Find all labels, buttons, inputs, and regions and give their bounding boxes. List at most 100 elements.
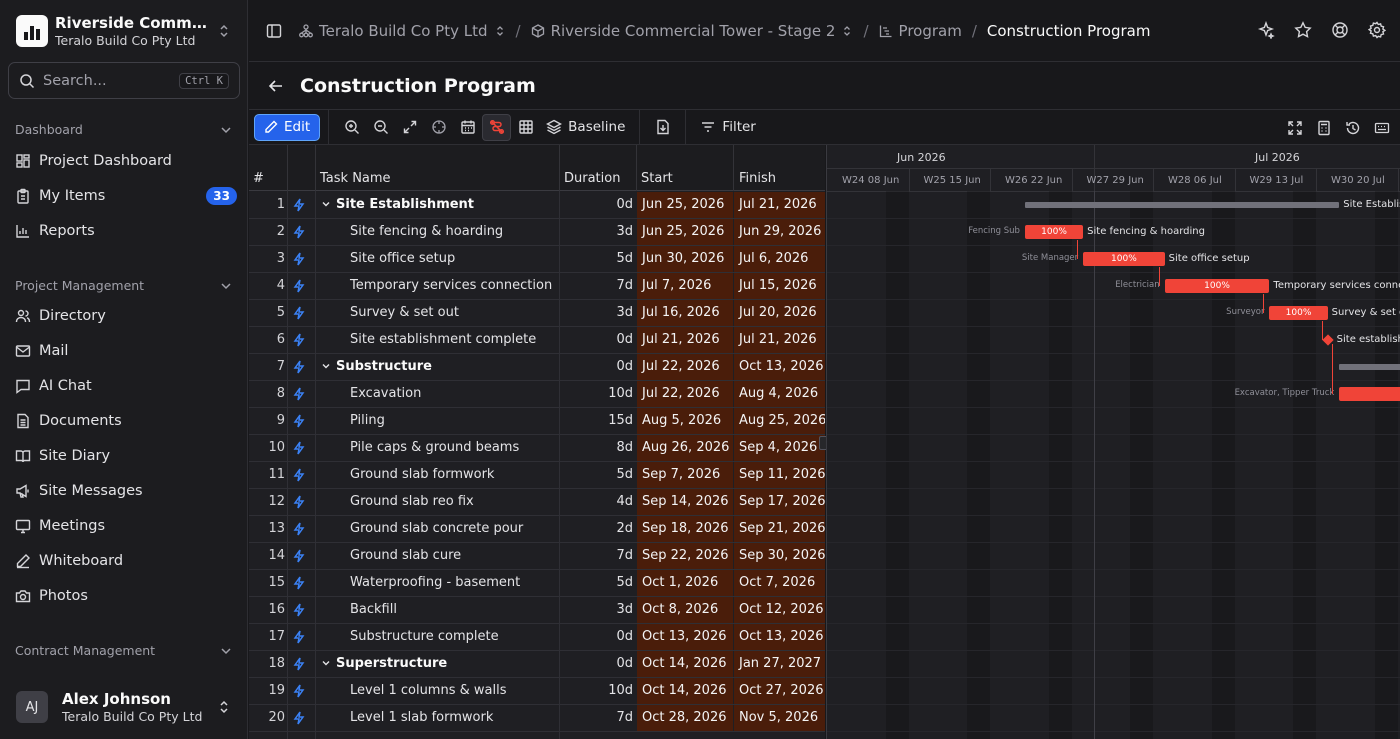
task-name-cell[interactable]: Level 1 columns & walls bbox=[350, 683, 507, 698]
sidebar-toggle-icon[interactable] bbox=[266, 23, 282, 39]
table-row[interactable]: 18 Superstructure 0d Oct 14, 2026 Jan 27, 20… bbox=[249, 651, 825, 678]
finish-date-cell[interactable]: Oct 13, 2026 bbox=[734, 354, 825, 380]
task-name-cell[interactable]: Site Establishment bbox=[321, 192, 561, 218]
finish-date-cell[interactable]: Aug 4, 2026 bbox=[734, 381, 825, 407]
auto-schedule-bolt-icon[interactable] bbox=[287, 381, 311, 407]
sidebar-item-whiteboard[interactable]: Whiteboard bbox=[15, 546, 237, 576]
table-row[interactable]: 12 Ground slab reo fix 4d Sep 14, 2026 Sep 1… bbox=[249, 489, 825, 516]
task-name-cell[interactable]: Substructure bbox=[321, 354, 561, 380]
task-name-cell[interactable]: Substructure complete bbox=[350, 629, 499, 644]
start-date-cell[interactable]: Oct 8, 2026 bbox=[637, 597, 733, 623]
sidebar-item-meetings[interactable]: Meetings bbox=[15, 511, 237, 541]
task-name-cell[interactable]: Pile caps & ground beams bbox=[350, 440, 520, 455]
sidebar-item-photos[interactable]: Photos bbox=[15, 581, 237, 611]
zoom-in-button[interactable] bbox=[337, 114, 366, 141]
table-row[interactable]: 8 Excavation 10d Jul 22, 2026 Aug 4, 2026 bbox=[249, 381, 825, 408]
start-date-cell[interactable]: Jul 16, 2026 bbox=[637, 300, 733, 326]
column-header-duration[interactable]: Duration bbox=[564, 171, 621, 186]
task-name-cell[interactable]: Ground slab reo fix bbox=[350, 494, 474, 509]
finish-date-cell[interactable]: Oct 12, 2026 bbox=[734, 597, 825, 623]
task-name-cell[interactable]: Temporary services connection bbox=[350, 278, 553, 293]
table-row[interactable]: 16 Backfill 3d Oct 8, 2026 Oct 12, 2026 bbox=[249, 597, 825, 624]
summary-bar[interactable] bbox=[1024, 202, 1340, 208]
duration-cell[interactable]: 7d bbox=[616, 710, 633, 725]
help-buoy-icon[interactable] bbox=[1331, 21, 1349, 39]
finish-date-cell[interactable]: Nov 5, 2026 bbox=[734, 705, 825, 731]
table-row[interactable]: 19 Level 1 columns & walls 10d Oct 14, 2026… bbox=[249, 678, 825, 705]
sidebar-item-my-items[interactable]: My Items 33 bbox=[15, 181, 237, 211]
duration-cell[interactable]: 7d bbox=[616, 278, 633, 293]
auto-schedule-bolt-icon[interactable] bbox=[287, 705, 311, 731]
breadcrumb-section[interactable]: Program bbox=[879, 22, 962, 40]
duration-cell[interactable]: 0d bbox=[616, 359, 633, 374]
user-menu[interactable]: AJ Alex Johnson Teralo Build Co Pty Ltd bbox=[8, 683, 240, 731]
finish-date-cell[interactable]: Oct 7, 2026 bbox=[734, 570, 825, 596]
start-date-cell[interactable]: Jul 22, 2026 bbox=[637, 381, 733, 407]
calendar-button[interactable] bbox=[453, 114, 482, 141]
settings-gear-icon[interactable] bbox=[1368, 21, 1386, 39]
auto-schedule-bolt-icon[interactable] bbox=[287, 624, 311, 650]
table-row[interactable]: 7 Substructure 0d Jul 22, 2026 Oct 13, 2026 bbox=[249, 354, 825, 381]
sidebar-item-documents[interactable]: Documents bbox=[15, 406, 237, 436]
start-date-cell[interactable]: Oct 14, 2026 bbox=[637, 678, 733, 704]
task-name-cell[interactable]: Piling bbox=[350, 413, 385, 428]
finish-date-cell[interactable]: Sep 30, 2026 bbox=[734, 543, 825, 569]
edit-button[interactable]: Edit bbox=[254, 113, 321, 141]
duration-cell[interactable]: 3d bbox=[616, 602, 633, 617]
task-name-cell[interactable]: Ground slab cure bbox=[350, 548, 462, 563]
column-header-number[interactable]: # bbox=[253, 171, 264, 186]
finish-date-cell[interactable]: Sep 4, 2026 bbox=[734, 435, 825, 461]
table-row[interactable]: 15 Waterproofing - basement 5d Oct 1, 2026 O… bbox=[249, 570, 825, 597]
finish-date-cell[interactable]: Sep 11, 2026 bbox=[734, 462, 825, 488]
auto-schedule-bolt-icon[interactable] bbox=[287, 597, 311, 623]
auto-schedule-bolt-icon[interactable] bbox=[287, 219, 311, 245]
zoom-out-button[interactable] bbox=[366, 114, 395, 141]
auto-schedule-bolt-icon[interactable] bbox=[287, 435, 311, 461]
summary-bar[interactable] bbox=[1339, 364, 1400, 370]
finish-date-cell[interactable]: Jun 29, 2026 bbox=[734, 219, 825, 245]
finish-date-cell[interactable]: Jul 20, 2026 bbox=[734, 300, 825, 326]
collapse-chevron-icon[interactable] bbox=[321, 656, 336, 671]
table-row[interactable]: 14 Ground slab cure 7d Sep 22, 2026 Sep 30, … bbox=[249, 543, 825, 570]
group-contract-management[interactable]: Contract Management bbox=[15, 643, 233, 658]
start-date-cell[interactable]: Oct 13, 2026 bbox=[637, 624, 733, 650]
auto-schedule-bolt-icon[interactable] bbox=[287, 273, 311, 299]
auto-schedule-bolt-icon[interactable] bbox=[287, 300, 311, 326]
table-row[interactable]: 9 Piling 15d Aug 5, 2026 Aug 25, 2026 bbox=[249, 408, 825, 435]
sidebar-item-directory[interactable]: Directory bbox=[15, 301, 237, 331]
duration-cell[interactable]: 5d bbox=[616, 467, 633, 482]
search-input[interactable]: Search... Ctrl K bbox=[8, 62, 240, 99]
table-row[interactable]: 17 Substructure complete 0d Oct 13, 2026 Oct… bbox=[249, 624, 825, 651]
task-name-cell[interactable]: Backfill bbox=[350, 602, 397, 617]
start-date-cell[interactable]: Jun 30, 2026 bbox=[637, 246, 733, 272]
duration-cell[interactable]: 0d bbox=[616, 197, 633, 212]
table-row[interactable]: 11 Ground slab formwork 5d Sep 7, 2026 Sep 1… bbox=[249, 462, 825, 489]
auto-schedule-bolt-icon[interactable] bbox=[287, 570, 311, 596]
table-row[interactable]: 10 Pile caps & ground beams 8d Aug 26, 2026… bbox=[249, 435, 825, 462]
start-date-cell[interactable]: Jun 25, 2026 bbox=[637, 219, 733, 245]
task-bar[interactable]: 100% bbox=[1164, 279, 1270, 293]
duration-cell[interactable]: 5d bbox=[616, 251, 633, 266]
finish-date-cell[interactable]: Jul 15, 2026 bbox=[734, 273, 825, 299]
task-name-cell[interactable]: Level 1 slab formwork bbox=[350, 710, 494, 725]
table-row[interactable]: 3 Site office setup 5d Jun 30, 2026 Jul 6, 2… bbox=[249, 246, 825, 273]
sidebar-item-project-dashboard[interactable]: Project Dashboard bbox=[15, 146, 237, 176]
star-icon[interactable] bbox=[1294, 21, 1312, 39]
duration-cell[interactable]: 7d bbox=[616, 548, 633, 563]
column-header-finish[interactable]: Finish bbox=[739, 171, 777, 186]
finish-date-cell[interactable]: Jan 27, 2027 bbox=[734, 651, 825, 677]
duration-cell[interactable]: 2d bbox=[616, 521, 633, 536]
task-bar[interactable] bbox=[1339, 387, 1400, 401]
finish-date-cell[interactable]: Jul 6, 2026 bbox=[734, 246, 825, 272]
auto-schedule-bolt-icon[interactable] bbox=[287, 192, 311, 218]
auto-schedule-bolt-icon[interactable] bbox=[287, 327, 311, 353]
finish-date-cell[interactable]: Oct 27, 2026 bbox=[734, 678, 825, 704]
start-date-cell[interactable]: Sep 22, 2026 bbox=[637, 543, 733, 569]
auto-schedule-bolt-icon[interactable] bbox=[287, 678, 311, 704]
sidebar-item-site-diary[interactable]: Site Diary bbox=[15, 441, 237, 471]
task-name-cell[interactable]: Ground slab concrete pour bbox=[350, 521, 524, 536]
table-row[interactable]: 1 Site Establishment 0d Jun 25, 2026 Jul 21,… bbox=[249, 192, 825, 219]
start-date-cell[interactable]: Jul 7, 2026 bbox=[637, 273, 733, 299]
auto-schedule-bolt-icon[interactable] bbox=[287, 408, 311, 434]
finish-date-cell[interactable]: Sep 17, 2026 bbox=[734, 489, 825, 515]
